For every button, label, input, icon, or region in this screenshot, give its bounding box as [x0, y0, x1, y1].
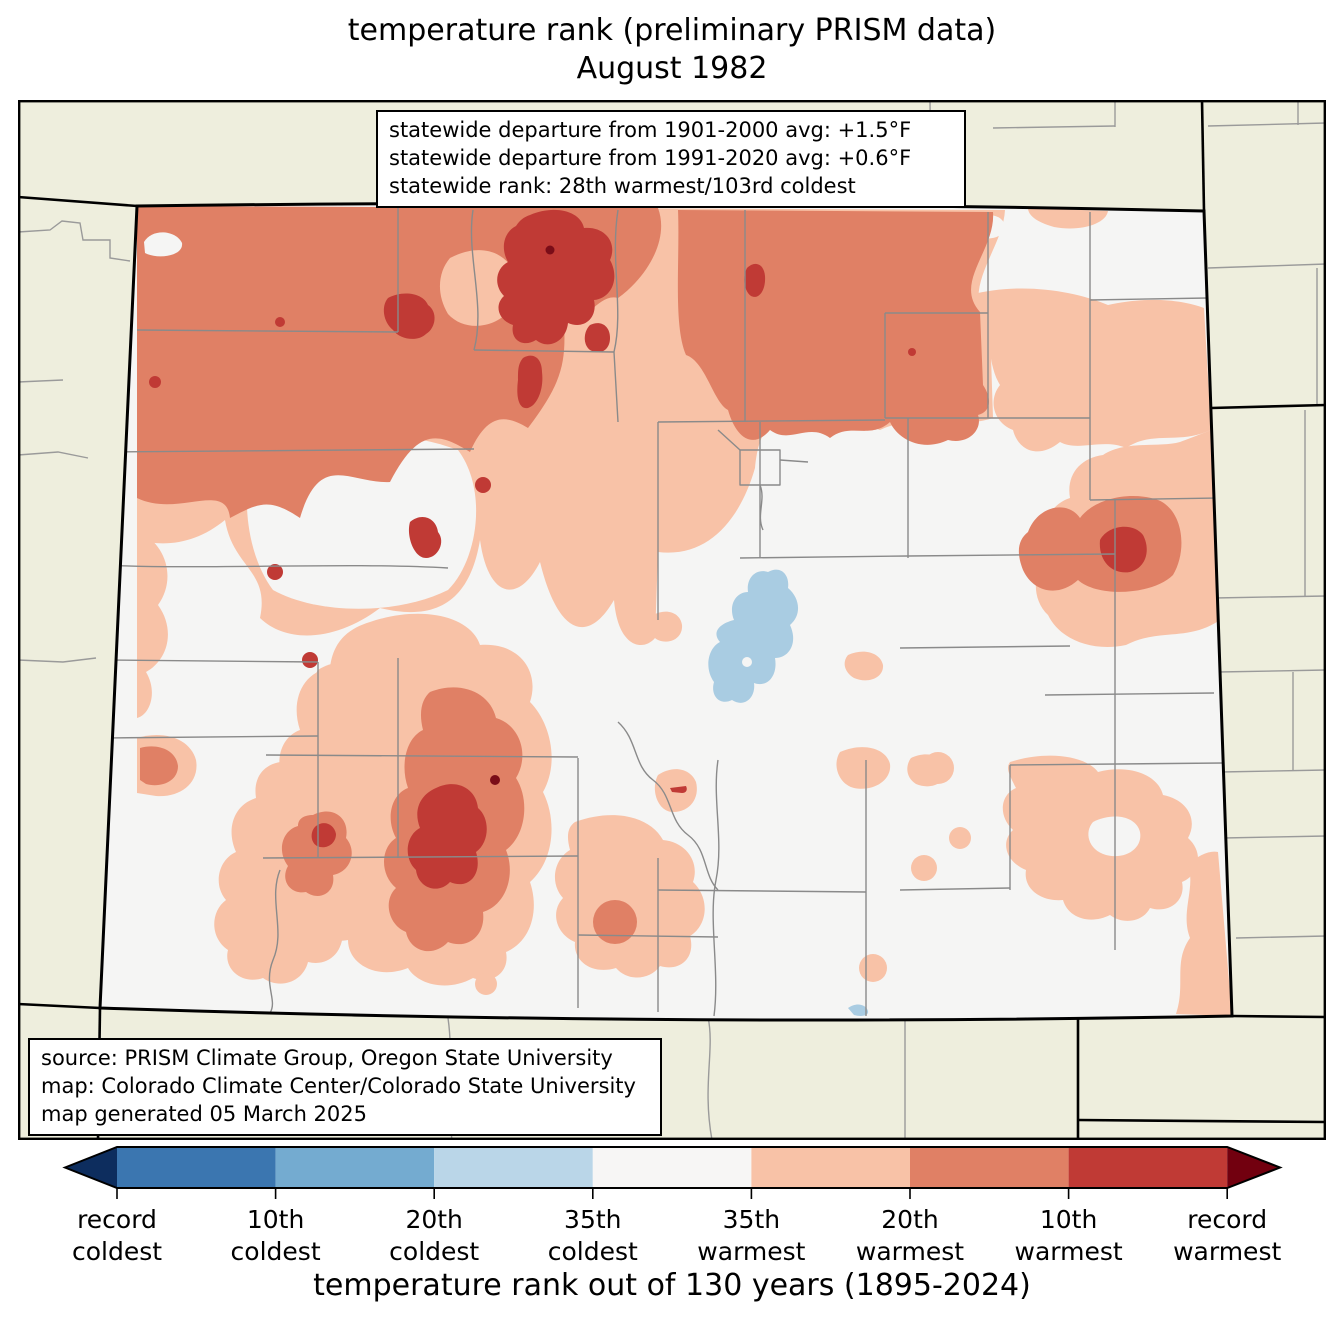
- legend-label-record-coldest: record coldest: [71, 1205, 163, 1266]
- warm-anomaly-level3: [149, 209, 1147, 889]
- cool-anomaly-region: [708, 569, 869, 1016]
- source-line-1: source: PRISM Climate Group, Oregon Stat…: [41, 1046, 613, 1070]
- source-attribution-box: source: PRISM Climate Group, Oregon Stat…: [28, 1038, 662, 1136]
- statewide-stats-box: statewide departure from 1901-2000 avg: …: [376, 110, 966, 208]
- colorbar-arrow-record-coldest: [65, 1147, 117, 1188]
- legend-label-20th-coldest: 20th coldest: [389, 1205, 480, 1266]
- colorbar-seg-35th-warmest: [751, 1147, 910, 1188]
- colorbar-ticks: [116, 1188, 1228, 1199]
- stats-line-3: statewide rank: 28th warmest/103rd colde…: [389, 173, 856, 198]
- legend-label-20th-warmest: 20th warmest: [855, 1205, 965, 1266]
- colorbar-seg-10th-warmest: [1068, 1147, 1228, 1188]
- colorbar-seg-20th-coldest: [275, 1147, 435, 1188]
- chart-title: temperature rank (preliminary PRISM data…: [0, 12, 1344, 87]
- legend-label-35th-coldest: 35th coldest: [547, 1205, 638, 1266]
- legend-label-35th-warmest: 35th warmest: [697, 1205, 806, 1266]
- title-line-2: August 1982: [576, 50, 768, 86]
- neutral-hole-nw: [144, 232, 183, 257]
- cool-region-hole: [742, 657, 752, 667]
- colorbar-seg-35th-coldest: [434, 1147, 593, 1188]
- legend-label-10th-warmest: 10th warmest: [1014, 1205, 1123, 1266]
- colorbar-arrow-record-warmest: [1227, 1147, 1280, 1188]
- legend-label-10th-coldest: 10th coldest: [230, 1205, 321, 1266]
- county-borders: [100, 207, 1224, 1017]
- colorbar-svg: [62, 1146, 1283, 1199]
- colorbar-seg-20th-warmest: [910, 1147, 1069, 1188]
- source-line-2: map: Colorado Climate Center/Colorado St…: [41, 1073, 636, 1098]
- colorbar-seg-middle: [592, 1147, 752, 1188]
- title-line-1: temperature rank (preliminary PRISM data…: [347, 13, 997, 48]
- map-frame-border: [18, 100, 1326, 1140]
- neighbor-state-borders: [18, 100, 1326, 1140]
- stats-line-2: statewide departure from 1991-2020 avg: …: [389, 145, 912, 170]
- warm-anomaly-level4: [490, 245, 555, 785]
- colorbar-caption: temperature rank out of 130 years (1895-…: [313, 1268, 1031, 1303]
- source-line-3: map generated 05 March 2025: [41, 1101, 368, 1126]
- colorbar-seg-10th-coldest: [117, 1147, 276, 1188]
- stats-line-1: statewide departure from 1901-2000 avg: …: [389, 118, 912, 142]
- colorbar: [0, 1145, 1344, 1205]
- map-frame: statewide departure from 1901-2000 avg: …: [18, 100, 1326, 1140]
- legend-label-record-warmest: record warmest: [1173, 1205, 1282, 1266]
- colorado-temperature-rank-map: [18, 100, 1326, 1140]
